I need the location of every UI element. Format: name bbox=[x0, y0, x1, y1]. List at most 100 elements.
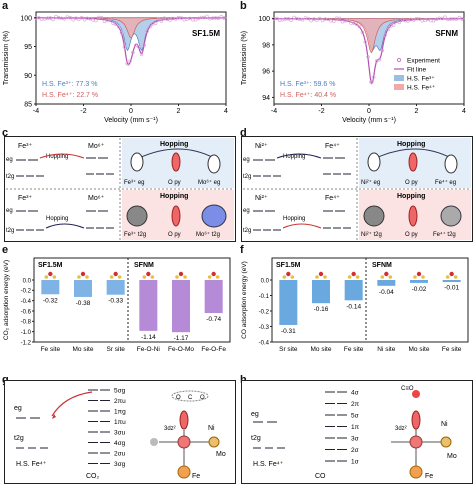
fraction-fe4: H.S. Fe⁴⁺: 22.7 % bbox=[42, 92, 98, 99]
mo-level-label-1: 2πu bbox=[114, 398, 126, 405]
legend-swatch-experiment bbox=[396, 57, 402, 63]
mo-level-label-6: 2σu bbox=[114, 451, 126, 458]
surface-atom bbox=[380, 275, 385, 279]
g-eg: eg bbox=[14, 405, 22, 412]
c-hop-bot: Hopping bbox=[46, 216, 68, 222]
adsorbate-atom bbox=[146, 271, 151, 277]
co2-adsorption-chart: SF1.5M SFNM -0.32 Fe site -0.38 Mo site -0.33 S… bbox=[3, 257, 231, 353]
panel-letter-d: d bbox=[240, 127, 247, 139]
mo-level-label-7: 3σg bbox=[114, 461, 126, 468]
surface-atom bbox=[183, 275, 187, 279]
category-label-4: Mo site bbox=[409, 346, 430, 353]
d-hop-top: Hopping bbox=[283, 154, 305, 160]
data-point bbox=[131, 50, 135, 55]
y-axis-label: CO₂ adsorption energy (eV) bbox=[3, 260, 10, 340]
bar-5 bbox=[442, 280, 461, 282]
data-point bbox=[51, 17, 55, 22]
data-point bbox=[340, 20, 345, 24]
data-point bbox=[179, 16, 184, 20]
h-3dz2: 3dz² bbox=[395, 426, 407, 432]
x-tick-label: 0 bbox=[367, 108, 371, 115]
category-label-5: Fe-O-Fe bbox=[201, 346, 226, 353]
x-tick-label: 0 bbox=[129, 108, 133, 115]
mo-level-label-0: 4σ bbox=[351, 390, 359, 397]
fraction-fe3: H.S. Fe³⁺: 59.6 % bbox=[280, 81, 335, 88]
group-title-right: SFNM bbox=[134, 262, 154, 269]
panel-letter-b: b bbox=[240, 0, 247, 12]
g-site: H.S. Fe⁴⁺ bbox=[16, 461, 47, 468]
data-point bbox=[77, 17, 81, 22]
mo-diagram-g: eg t2g H.S. Fe⁴⁺ 5σg 2πu 1πg 1πu 3σu 4σg 2σu 3σ… bbox=[4, 380, 236, 484]
data-point bbox=[188, 16, 192, 21]
x-tick-label: 2 bbox=[415, 108, 419, 115]
data-point bbox=[128, 59, 132, 63]
h-site: H.S. Fe⁴⁺ bbox=[253, 461, 284, 468]
legend-label-3: H.S. Fe⁴⁺ bbox=[407, 85, 436, 92]
bar-0 bbox=[279, 280, 298, 325]
panel-letter-a: a bbox=[2, 0, 9, 12]
h-mol: CO bbox=[315, 473, 326, 480]
data-point bbox=[54, 14, 58, 19]
x-tick-label: -4 bbox=[271, 108, 277, 115]
mo-level-label-2: 1πg bbox=[114, 409, 126, 416]
data-point bbox=[377, 58, 382, 62]
data-point bbox=[134, 43, 138, 48]
data-point bbox=[216, 16, 221, 20]
y-tick-label: 85 bbox=[24, 102, 32, 109]
d-t2g-bot: t2g bbox=[243, 228, 251, 234]
data-point bbox=[417, 17, 422, 21]
d-lbl-top-0: Ni²⁺ eg bbox=[361, 179, 380, 186]
h-atom-mo: Mo bbox=[447, 453, 457, 460]
y-tick-label: 0.0 bbox=[23, 278, 32, 284]
data-point bbox=[326, 17, 330, 22]
surface-atom bbox=[207, 275, 212, 279]
surface-atom bbox=[44, 275, 49, 279]
data-point bbox=[82, 18, 87, 22]
mo-level-label-4: 3σu bbox=[114, 430, 126, 437]
h-atom-co: C≡O bbox=[401, 386, 414, 392]
data-point bbox=[383, 33, 387, 37]
surface-atom bbox=[290, 275, 295, 279]
g-t2g: t2g bbox=[14, 435, 24, 442]
mo-level-label-3: 1π bbox=[351, 424, 360, 431]
c-hop-top: Hopping bbox=[46, 154, 68, 160]
surface-atom bbox=[282, 275, 287, 279]
surface-atom bbox=[323, 275, 327, 279]
bar-4 bbox=[172, 280, 190, 333]
h-atom-fe: Fe bbox=[425, 473, 433, 480]
mo-level-label-5: 4σg bbox=[114, 440, 126, 447]
surface-atom bbox=[215, 275, 220, 279]
data-point bbox=[386, 27, 390, 32]
c-lbl-top-0: Fe³⁺ eg bbox=[124, 179, 145, 186]
d-ni2-bot: Ni²⁺ bbox=[255, 195, 268, 202]
data-point bbox=[426, 17, 430, 22]
g-mol: CO₂ bbox=[86, 473, 100, 480]
surface-atom bbox=[445, 275, 450, 279]
data-point bbox=[363, 40, 367, 44]
data-point bbox=[372, 75, 376, 79]
data-point bbox=[159, 19, 164, 23]
c-lbl-bot-1: O py bbox=[168, 232, 181, 238]
surface-atom bbox=[315, 275, 319, 279]
mossbauer-chart-b: 100 98 96 94-4 -2 0 2 4 Velocity (mm s⁻¹) Transmi… bbox=[241, 11, 466, 124]
surface-atom bbox=[175, 275, 179, 279]
x-tick-label: -4 bbox=[33, 108, 39, 115]
data-point bbox=[315, 18, 319, 22]
data-point bbox=[122, 45, 127, 49]
c-lbl-bot-2: Mo⁶⁺ t2g bbox=[196, 231, 220, 238]
x-tick-label: -2 bbox=[318, 108, 324, 115]
panel-letter-e: e bbox=[2, 244, 9, 256]
data-point bbox=[48, 16, 52, 20]
surface-atom bbox=[347, 275, 352, 279]
bar-2 bbox=[344, 280, 363, 301]
plot-frame bbox=[33, 257, 231, 343]
category-label-0: Fe site bbox=[41, 346, 61, 353]
panel-letter-f: f bbox=[240, 244, 244, 256]
g-atom-c: C bbox=[188, 395, 193, 401]
data-point bbox=[312, 17, 316, 21]
data-point bbox=[380, 48, 385, 53]
y-tick-label: 100 bbox=[258, 16, 270, 23]
bar-3 bbox=[377, 280, 396, 286]
category-label-2: Sr site bbox=[106, 346, 125, 353]
data-point bbox=[154, 21, 158, 26]
